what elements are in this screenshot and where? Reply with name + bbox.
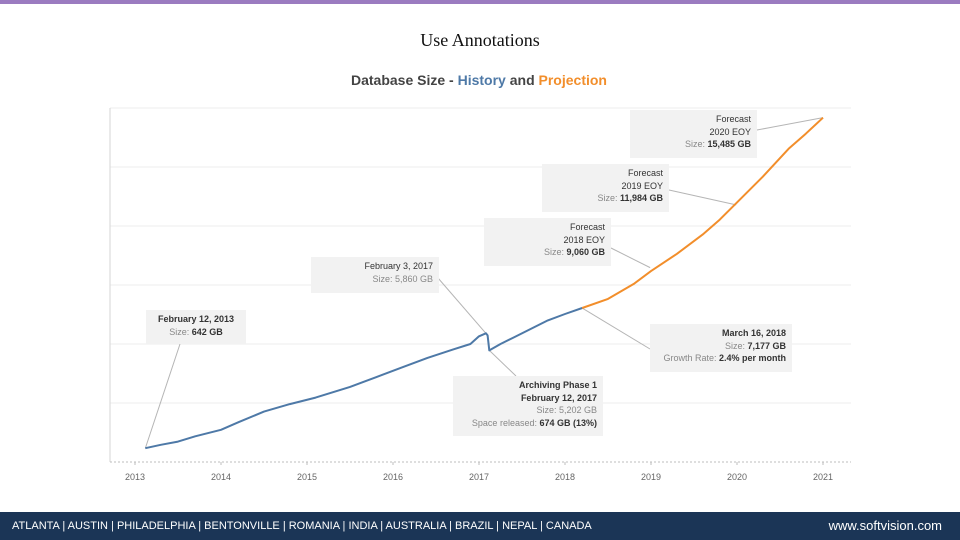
annotation-line: Archiving Phase 1 <box>518 380 597 390</box>
annotation-leader-line <box>488 350 517 377</box>
chart-title-prefix: Database Size - <box>351 72 458 88</box>
annotation-leader-line <box>756 117 824 131</box>
chart-title: Database Size - History and Projection <box>351 72 607 88</box>
x-tick-label: 2018 <box>555 472 575 482</box>
x-tick-label: 2014 <box>211 472 231 482</box>
annotation-label: Size: <box>543 247 567 257</box>
chart-title-connector: and <box>505 72 539 88</box>
annotation-line: 2019 EOY <box>621 180 663 191</box>
annotation-line: Size: 642 GB <box>152 326 240 339</box>
annotation-leader-line <box>610 247 651 269</box>
footer-locations: ATLANTA | AUSTIN | PHILADELPHIA | BENTON… <box>12 520 592 532</box>
annotation-value: 674 GB (13%) <box>539 417 597 428</box>
footer-website: www.softvision.com <box>828 518 942 533</box>
annotation-value: 11,984 GB <box>619 193 663 203</box>
annotation-line: February 3, 2017 <box>364 261 433 271</box>
annotation-mar-2018: March 16, 2018 Size: 7,177 GB Growth Rate:… <box>650 324 792 372</box>
annotation-feb-2013: February 12, 2013 Size: 642 GB <box>146 310 246 344</box>
annotation-forecast-2018: Forecast 2018 EOY Size: 9,060 GB <box>484 218 611 266</box>
annotation-forecast-2020: Forecast 2020 EOY Size: 15,485 GB <box>630 110 757 158</box>
x-tick-label: 2016 <box>383 472 403 482</box>
annotation-archiving-phase-1: Archiving Phase 1 February 12, 2017 Size: … <box>453 376 603 436</box>
footer-bar: ATLANTA | AUSTIN | PHILADELPHIA | BENTON… <box>0 512 960 540</box>
annotation-line: Size: 9,060 GB <box>490 246 605 259</box>
series-line-history <box>145 307 583 450</box>
chart-title-history: History <box>457 72 506 88</box>
annotation-label: Space released: <box>471 417 540 428</box>
annotation-leader-line <box>437 277 487 334</box>
annotation-line: March 16, 2018 <box>721 328 786 338</box>
annotation-forecast-2019: Forecast 2019 EOY Size: 11,984 GB <box>542 164 669 212</box>
annotation-value: 5,202 GB <box>558 405 597 415</box>
annotation-value: 15,485 GB <box>707 139 751 149</box>
annotation-line: 2018 EOY <box>563 234 605 245</box>
annotation-value: 7,177 GB <box>747 340 786 351</box>
annotation-line: Forecast <box>569 222 605 232</box>
annotation-value: 642 GB <box>191 326 223 337</box>
annotation-label: Size: <box>724 340 748 351</box>
annotation-label: Size: <box>536 405 559 415</box>
annotation-line: Size: 11,984 GB <box>548 192 663 205</box>
annotation-leader-line <box>668 189 737 206</box>
annotation-label: Size: <box>684 139 708 149</box>
annotation-label: Size: <box>372 273 395 284</box>
annotation-line: 2020 EOY <box>709 126 751 137</box>
x-tick-label: 2015 <box>297 472 317 482</box>
x-tick-label: 2019 <box>641 472 661 482</box>
annotation-line: Size: 7,177 GB <box>656 340 786 353</box>
top-accent-bar <box>0 0 960 4</box>
slide-title: Use Annotations <box>420 30 540 50</box>
series-line-projection <box>581 116 824 309</box>
x-tick-label: 2017 <box>469 472 489 482</box>
chart-title-projection: Projection <box>538 72 607 88</box>
annotation-line: Forecast <box>715 114 751 124</box>
x-tick-label: 2013 <box>125 472 145 482</box>
annotation-line: February 12, 2013 <box>157 314 235 324</box>
annotation-value: 5,860 GB <box>394 273 433 284</box>
x-tick-label: 2021 <box>813 472 833 482</box>
annotation-line: Size: 15,485 GB <box>636 138 751 151</box>
annotation-label: Growth Rate: <box>663 353 719 363</box>
x-tick-label: 2020 <box>727 472 747 482</box>
annotation-line: Growth Rate: 2.4% per month <box>656 352 786 365</box>
annotation-label: Size: <box>169 326 192 337</box>
annotation-feb-2017: February 3, 2017 Size: 5,860 GB <box>311 257 439 293</box>
annotation-value: 2.4% per month <box>718 353 786 363</box>
annotation-line: Space released: 674 GB (13%) <box>459 417 597 430</box>
annotation-line: Forecast <box>627 168 663 178</box>
annotation-line: February 12, 2017 <box>520 392 597 403</box>
annotation-value: 9,060 GB <box>566 247 605 257</box>
annotation-label: Size: <box>597 193 620 203</box>
annotation-line: Size: 5,860 GB <box>317 273 433 286</box>
annotation-line: Size: 5,202 GB <box>459 404 597 417</box>
annotation-leader-line <box>144 343 181 449</box>
annotation-leader-line <box>581 307 651 350</box>
